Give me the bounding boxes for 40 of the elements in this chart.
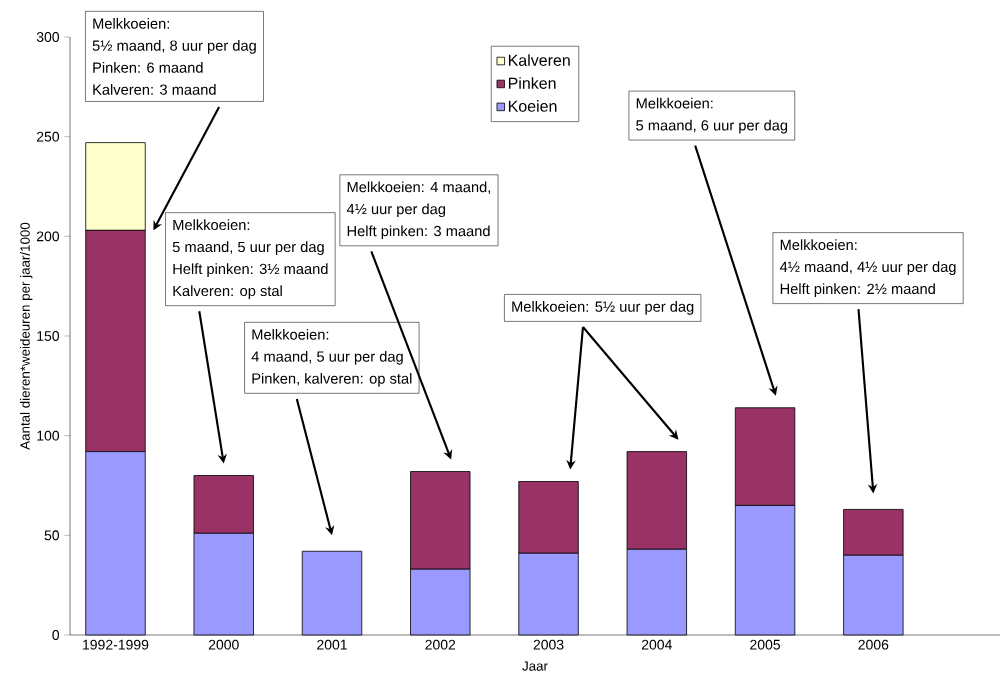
annotation: 5 maand, 5 uur per dag	[172, 241, 324, 255]
y-tick-label: 150	[37, 331, 60, 341]
legend-label: Kalveren	[508, 54, 570, 66]
x-tick-label: 2000	[208, 639, 239, 650]
annotation: Kalveren: op stal	[173, 285, 282, 299]
annotation: Helft pinken: 2½ maand	[780, 283, 935, 297]
annotation: Melkkoeien:	[636, 97, 713, 109]
y-tick-label: 250	[36, 131, 60, 142]
y-tick-label: 200	[36, 231, 60, 242]
y-tick-label: 0	[52, 630, 60, 640]
x-tick-label: 2005	[750, 639, 781, 650]
legend-label: Koeien	[508, 100, 557, 112]
legend-label: Pinken	[508, 77, 556, 89]
annotation: Helft pinken: 3 maand	[347, 225, 490, 240]
x-tick-label: 2006	[858, 639, 889, 650]
annotation: Melkkoeien: 4 maand,	[347, 181, 491, 194]
y-tick-label: 50	[44, 530, 60, 541]
x-tick-label: 2001	[317, 639, 347, 650]
annotation: Melkkoeien: 5½ uur per dag	[512, 301, 694, 315]
annotation: Kalveren: 3 maand	[93, 84, 216, 95]
annotation: Melkkoeien:	[252, 328, 329, 340]
y-tick-label: 300	[36, 32, 60, 42]
annotation: 4½ maand, 4½ uur per dag	[779, 261, 956, 275]
text: Melkkoeien:	[93, 18, 169, 29]
x-tick-label: 2003	[533, 639, 564, 650]
x-tick-label: 2002	[425, 639, 456, 650]
annotation: Melkkoeien:	[780, 239, 857, 251]
y-axis-title: Aantal dieren*weideuren per jaar/1000	[20, 222, 33, 450]
annotation: 5 maand, 6 uur per dag	[636, 119, 788, 134]
annotation: Helft pinken: 3½ maand	[173, 263, 328, 277]
x-tick-label: 2004	[641, 639, 672, 650]
annotation: Pinken: 6 maand	[93, 62, 203, 73]
annotation: 5½ maand, 8 uur per dag	[92, 40, 256, 54]
x-tick-label: 1992-1999	[83, 639, 149, 650]
x-axis-title: Jaar	[522, 661, 548, 671]
annotation: Melkkoeien:	[173, 219, 250, 231]
annotation: 4 maand, 5 uur per dag	[251, 350, 403, 365]
annotation: 4½ uur per dag	[346, 203, 446, 218]
y-tick-label: 100	[37, 430, 60, 441]
annotation: Pinken, kalveren: op stal	[252, 372, 412, 387]
